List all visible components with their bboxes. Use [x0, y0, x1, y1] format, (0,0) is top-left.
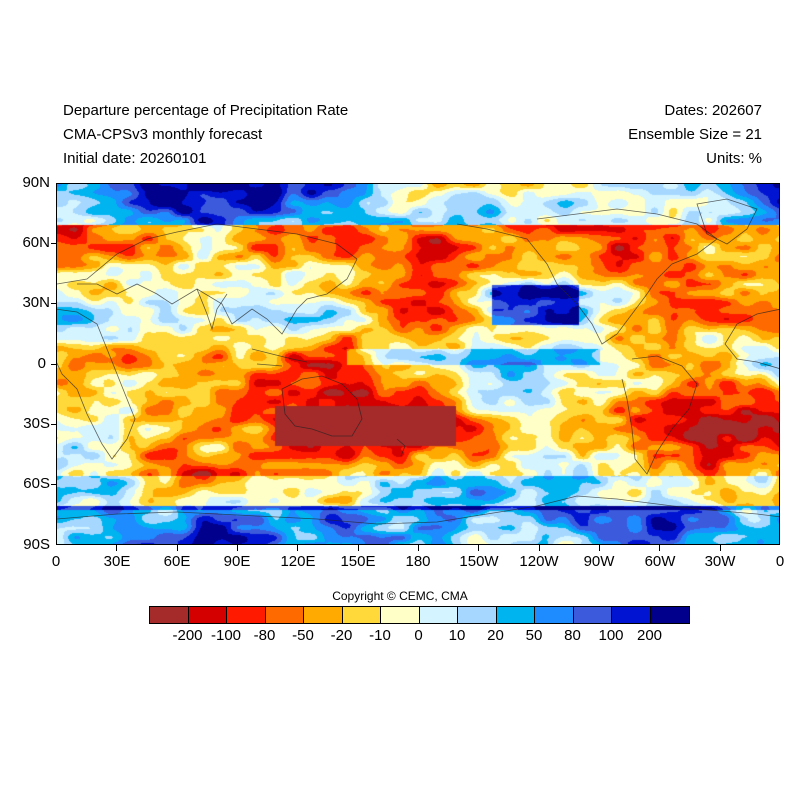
- coastline-eurasia: [57, 223, 358, 335]
- lat-tick: [51, 424, 57, 425]
- coastline-india: [196, 288, 228, 331]
- colorbar-label: -10: [369, 627, 391, 644]
- lat-label-60n: 60N: [22, 234, 50, 251]
- lon-label-180: 180: [405, 553, 431, 570]
- map-title: Departure percentage of Precipitation Ra…: [63, 102, 349, 119]
- lat-label-30n: 30N: [22, 294, 50, 311]
- colorbar-swatch: [227, 607, 266, 623]
- lon-tick: [659, 545, 660, 551]
- coastline-australia: [281, 375, 363, 437]
- coastline-north-america: [456, 208, 718, 345]
- lon-label-0: 0: [51, 553, 61, 570]
- lon-label-120e: 120E: [280, 553, 316, 570]
- lon-label-60e: 60E: [163, 553, 191, 570]
- lat-tick: [51, 484, 57, 485]
- lon-label-120w: 120W: [519, 553, 559, 570]
- colorbar-label: -20: [330, 627, 353, 644]
- lon-tick: [177, 545, 178, 551]
- lon-label-30w: 30W: [704, 553, 736, 570]
- lat-label-60s: 60S: [23, 475, 50, 492]
- colorbar-swatch: [573, 607, 612, 623]
- lon-tick: [418, 545, 419, 551]
- colorbar-swatch: [381, 607, 420, 623]
- initial-date: Initial date: 20260101: [63, 150, 207, 167]
- lon-label-150w: 150W: [459, 553, 499, 570]
- lat-label-90n: 90N: [22, 174, 50, 191]
- colorbar-swatch: [650, 607, 689, 623]
- copyright-notice: Copyright © CEMC, CMA: [332, 589, 468, 603]
- lat-label-30s: 30S: [23, 415, 50, 432]
- lat-label-90s: 90S: [23, 536, 50, 553]
- coastline-new-zealand: [396, 438, 406, 457]
- lon-label-90e: 90E: [223, 553, 251, 570]
- lon-label-30e: 30E: [103, 553, 131, 570]
- colorbar-swatch: [265, 607, 304, 623]
- lon-tick: [297, 545, 298, 551]
- colorbar-label: 50: [525, 627, 543, 644]
- colorbar-label: -80: [253, 627, 276, 644]
- precipitation-field: [57, 184, 779, 544]
- colorbar: [149, 606, 690, 624]
- coastline-africa-west: [724, 309, 779, 369]
- colorbar-swatch: [150, 607, 189, 623]
- forecast-dates: Dates: 202607: [664, 102, 762, 119]
- colorbar-swatch: [535, 607, 574, 623]
- colorbar-label: 80: [564, 627, 581, 644]
- colorbar-label: -200: [172, 627, 203, 644]
- colorbar-label: 200: [636, 627, 663, 644]
- coastline-antarctica: [57, 495, 779, 525]
- lon-tick: [478, 545, 479, 551]
- colorbar-swatch: [342, 607, 381, 623]
- colorbar-swatch: [496, 607, 535, 623]
- colorbar-swatch: [304, 607, 343, 623]
- lon-tick: [599, 545, 600, 551]
- ensemble-size: Ensemble Size = 21: [628, 126, 762, 143]
- colorbar-label: 20: [487, 627, 504, 644]
- colorbar-swatch: [188, 607, 227, 623]
- coastline-indonesia: [251, 348, 308, 367]
- colorbar-label: -100: [210, 627, 242, 644]
- colorbar-label: -50: [292, 627, 314, 644]
- lon-label-60w: 60W: [644, 553, 676, 570]
- units-label: Units: %: [706, 150, 762, 167]
- colorbar-swatch: [612, 607, 651, 623]
- lat-tick: [51, 243, 57, 244]
- coastline-africa: [57, 308, 136, 460]
- lon-label-150e: 150E: [340, 553, 376, 570]
- lat-tick: [51, 364, 57, 365]
- map-subtitle: CMA-CPSv3 monthly forecast: [63, 126, 263, 143]
- lat-label-0: 0: [37, 355, 46, 372]
- lon-tick: [539, 545, 540, 551]
- lon-tick: [116, 545, 117, 551]
- colorbar-swatch: [458, 607, 497, 623]
- coastline-south-america: [621, 355, 698, 475]
- lon-label-90w: 90W: [583, 553, 615, 570]
- lon-tick: [358, 545, 359, 551]
- colorbar-label: 10: [448, 627, 466, 644]
- colorbar-label: 100: [598, 627, 624, 644]
- precipitation-departure-map: [56, 183, 780, 545]
- lon-label-0-end: 0: [775, 553, 785, 570]
- lat-tick: [51, 303, 57, 304]
- colorbar-label: 0: [414, 627, 423, 644]
- coastline-greenland: [696, 198, 758, 245]
- lon-tick: [237, 545, 238, 551]
- lon-tick: [720, 545, 721, 551]
- coastlines: [57, 198, 779, 525]
- colorbar-swatch: [419, 607, 458, 623]
